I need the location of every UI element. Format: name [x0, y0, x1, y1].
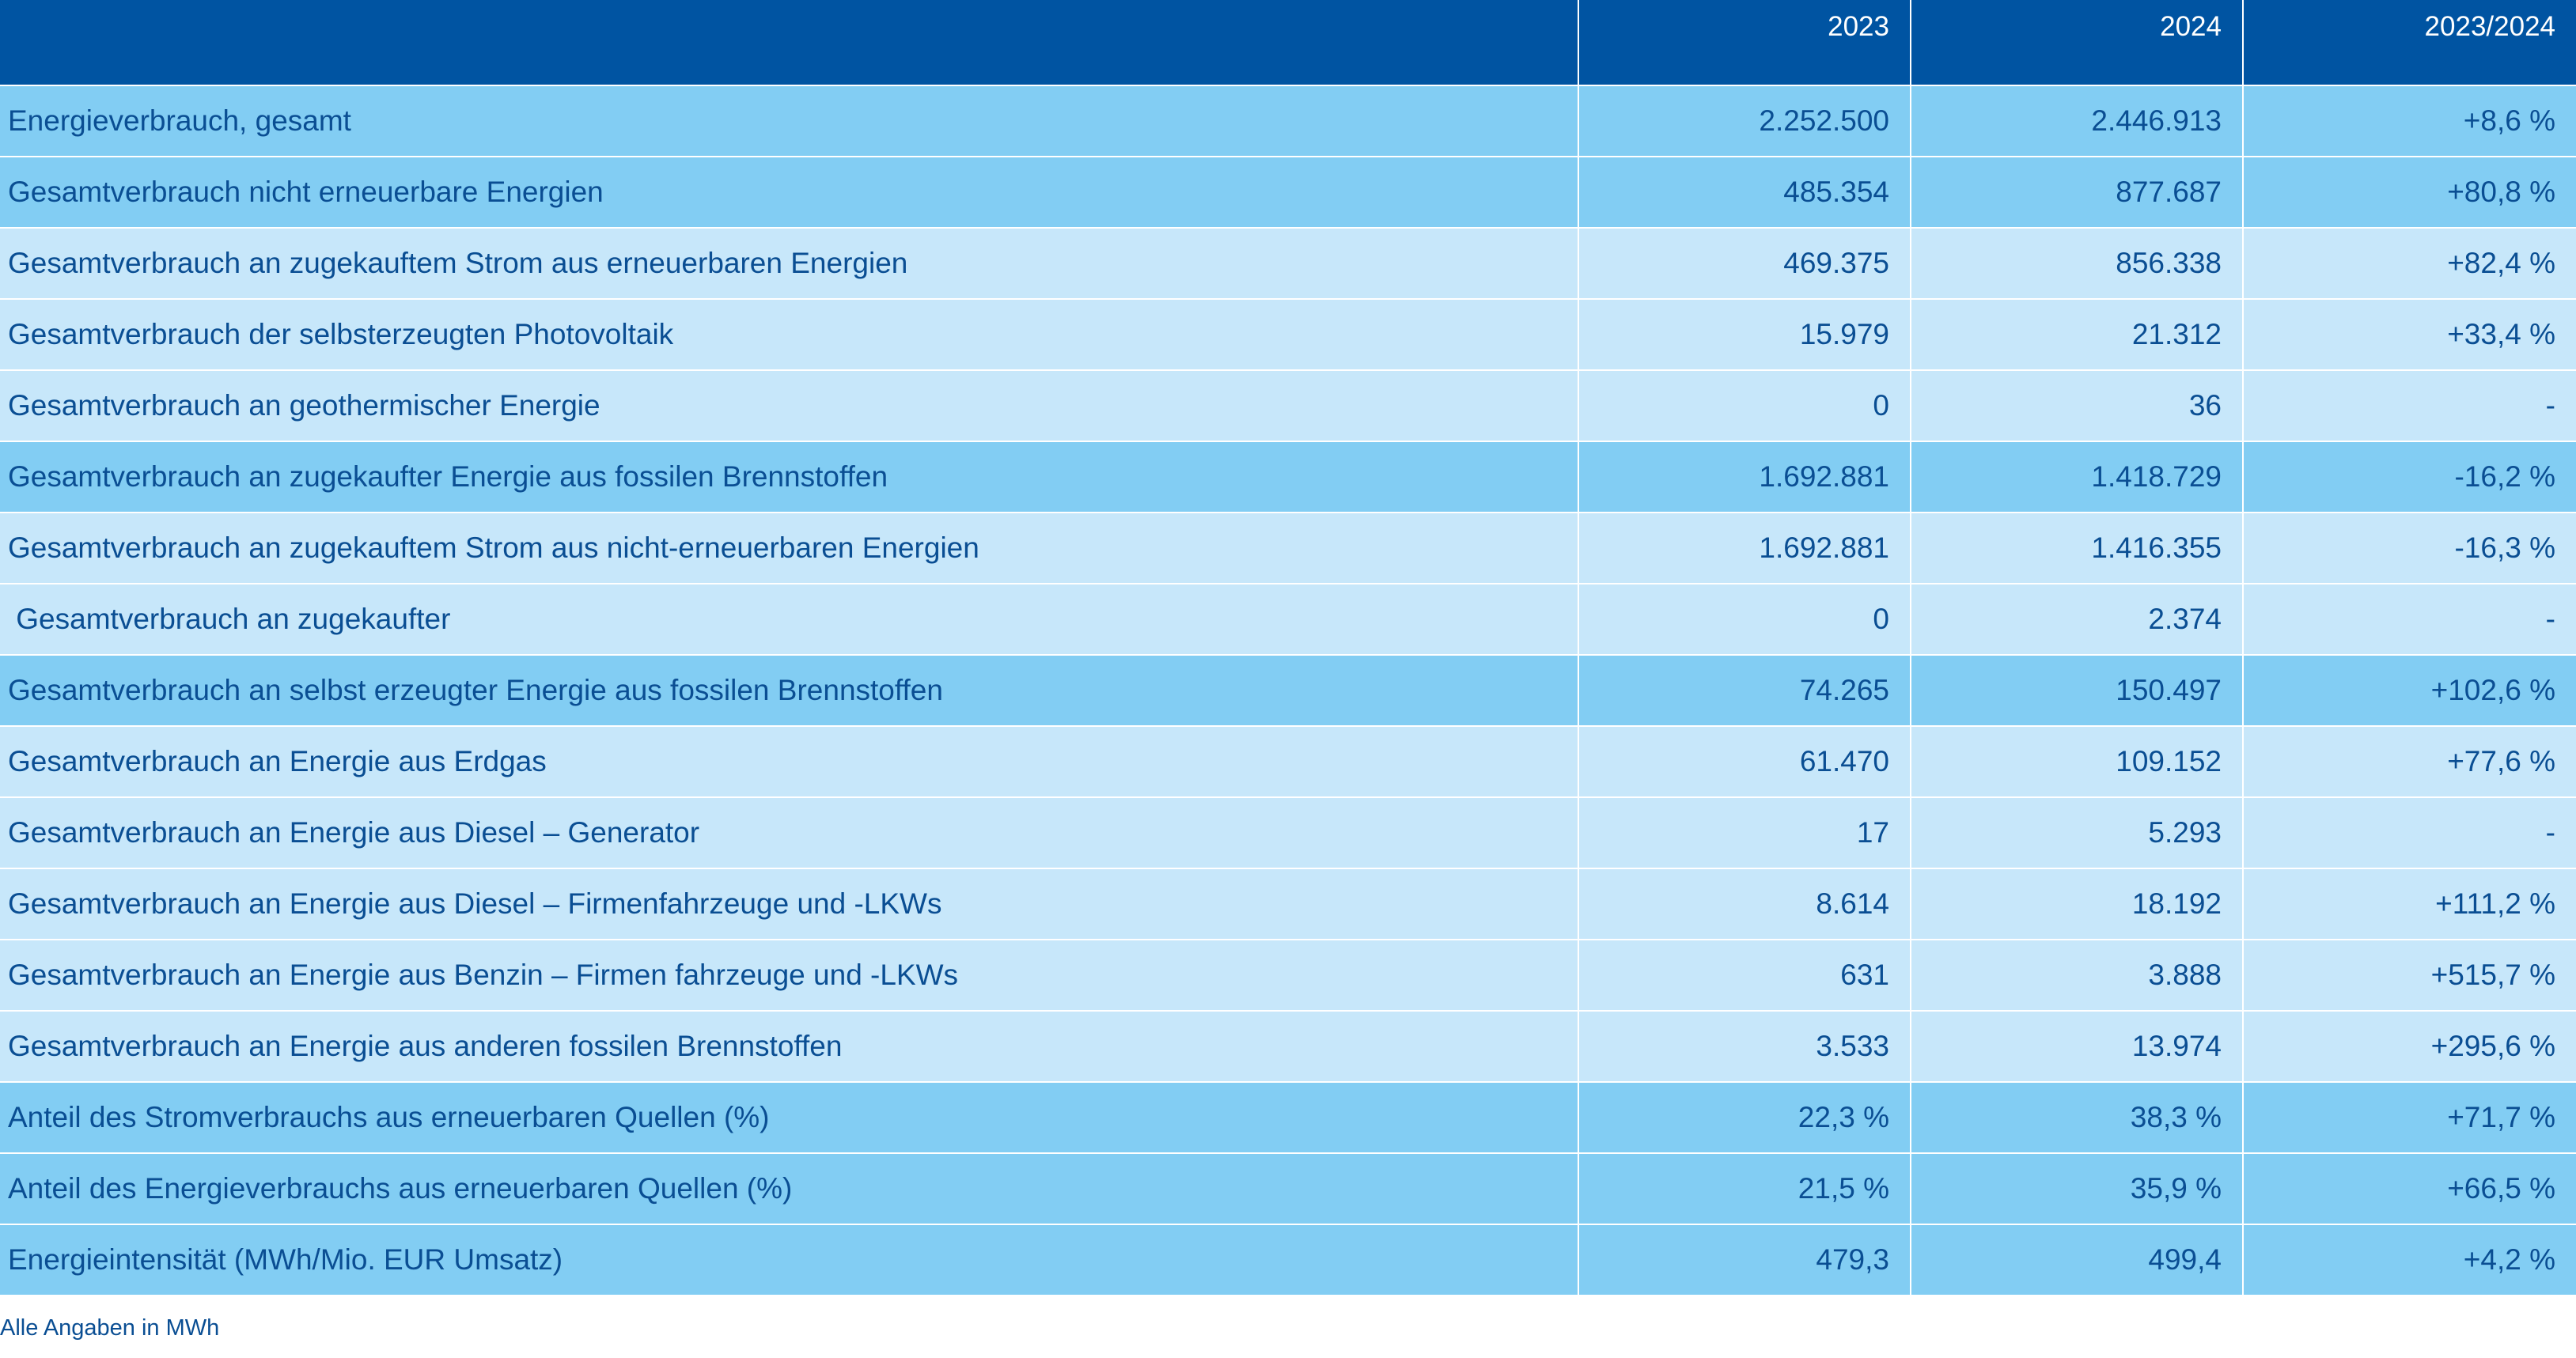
table-row: Gesamtverbrauch an Energie aus Diesel – … [0, 797, 2576, 869]
table-row: Energieintensität (MWh/Mio. EUR Umsatz) … [0, 1224, 2576, 1296]
value-change: +4,2 % [2243, 1224, 2576, 1296]
value-2024: 856.338 [1911, 228, 2244, 300]
value-change: +82,4 % [2243, 228, 2576, 300]
value-2024: 2.374 [1911, 584, 2244, 656]
row-label: Gesamtverbrauch an Energie aus Diesel – … [0, 797, 1579, 869]
value-2024: 35,9 % [1911, 1153, 2244, 1225]
value-2024: 18.192 [1911, 868, 2244, 940]
value-2023: 61.470 [1578, 726, 1911, 798]
header-change: 2023/2024 [2243, 0, 2576, 86]
value-2024: 21.312 [1911, 299, 2244, 371]
table-row: Gesamtverbrauch an zugekaufter Energie a… [0, 441, 2576, 513]
value-change: +71,7 % [2243, 1082, 2576, 1154]
value-change: +111,2 % [2243, 868, 2576, 940]
value-2024: 877.687 [1911, 157, 2244, 229]
value-2024: 38,3 % [1911, 1082, 2244, 1154]
value-2024: 499,4 [1911, 1224, 2244, 1296]
value-change: +77,6 % [2243, 726, 2576, 798]
value-2023: 469.375 [1578, 228, 1911, 300]
row-label: Gesamtverbrauch an geothermischer Energi… [0, 370, 1579, 442]
value-2023: 17 [1578, 797, 1911, 869]
row-label: Gesamtverbrauch an zugekauftem Strom aus… [0, 513, 1579, 584]
value-2023: 479,3 [1578, 1224, 1911, 1296]
value-2023: 22,3 % [1578, 1082, 1911, 1154]
value-change: +80,8 % [2243, 157, 2576, 229]
row-label: Anteil des Stromverbrauchs aus erneuerba… [0, 1082, 1579, 1154]
row-label: Gesamtverbrauch an Energie aus anderen f… [0, 1011, 1579, 1083]
value-2023: 1.692.881 [1578, 513, 1911, 584]
value-2024: 36 [1911, 370, 2244, 442]
table-row: Gesamtverbrauch nicht erneuerbare Energi… [0, 157, 2576, 229]
table-header-row: 2023 2024 2023/2024 [0, 0, 2576, 86]
value-change: - [2243, 797, 2576, 869]
value-2023: 15.979 [1578, 299, 1911, 371]
value-2023: 2.252.500 [1578, 85, 1911, 157]
table-row: Gesamtverbrauch an zugekaufter 0 2.374 - [0, 584, 2576, 656]
value-2024: 5.293 [1911, 797, 2244, 869]
value-change: +66,5 % [2243, 1153, 2576, 1225]
value-2024: 13.974 [1911, 1011, 2244, 1083]
row-label: Gesamtverbrauch an Energie aus Diesel – … [0, 868, 1579, 940]
value-2023: 0 [1578, 584, 1911, 656]
value-change: -16,3 % [2243, 513, 2576, 584]
value-change: +33,4 % [2243, 299, 2576, 371]
row-label: Gesamtverbrauch an zugekaufter [0, 584, 1579, 656]
value-2023: 485.354 [1578, 157, 1911, 229]
row-label: Gesamtverbrauch der selbsterzeugten Phot… [0, 299, 1579, 371]
table-row: Gesamtverbrauch an Energie aus Benzin – … [0, 940, 2576, 1012]
row-label: Anteil des Energieverbrauchs aus erneuer… [0, 1153, 1579, 1225]
value-2023: 0 [1578, 370, 1911, 442]
value-2023: 631 [1578, 940, 1911, 1012]
value-2024: 3.888 [1911, 940, 2244, 1012]
row-label: Energieverbrauch, gesamt [0, 85, 1579, 157]
row-label: Gesamtverbrauch an selbst erzeugter Ener… [0, 655, 1579, 727]
table-row: Gesamtverbrauch an Energie aus Erdgas 61… [0, 726, 2576, 798]
header-2024: 2024 [1911, 0, 2244, 86]
value-2023: 21,5 % [1578, 1153, 1911, 1225]
value-2023: 3.533 [1578, 1011, 1911, 1083]
value-2024: 109.152 [1911, 726, 2244, 798]
table-row: Anteil des Stromverbrauchs aus erneuerba… [0, 1082, 2576, 1154]
table-row: Gesamtverbrauch an geothermischer Energi… [0, 370, 2576, 442]
value-change: - [2243, 584, 2576, 656]
header-label [0, 0, 1579, 86]
table-row: Gesamtverbrauch an zugekauftem Strom aus… [0, 513, 2576, 584]
value-change: +8,6 % [2243, 85, 2576, 157]
value-change: - [2243, 370, 2576, 442]
value-change: +102,6 % [2243, 655, 2576, 727]
row-label: Gesamtverbrauch nicht erneuerbare Energi… [0, 157, 1579, 229]
value-change: +295,6 % [2243, 1011, 2576, 1083]
row-label: Energieintensität (MWh/Mio. EUR Umsatz) [0, 1224, 1579, 1296]
value-2024: 1.416.355 [1911, 513, 2244, 584]
value-2023: 8.614 [1578, 868, 1911, 940]
row-label: Gesamtverbrauch an Energie aus Erdgas [0, 726, 1579, 798]
table-row: Gesamtverbrauch an Energie aus anderen f… [0, 1011, 2576, 1083]
row-label: Gesamtverbrauch an zugekaufter Energie a… [0, 441, 1579, 513]
table-row: Gesamtverbrauch an selbst erzeugter Ener… [0, 655, 2576, 727]
row-label: Gesamtverbrauch an zugekauftem Strom aus… [0, 228, 1579, 300]
table-row: Gesamtverbrauch der selbsterzeugten Phot… [0, 299, 2576, 371]
value-2023: 1.692.881 [1578, 441, 1911, 513]
row-label: Gesamtverbrauch an Energie aus Benzin – … [0, 940, 1579, 1012]
table-row: Anteil des Energieverbrauchs aus erneuer… [0, 1153, 2576, 1225]
table-row: Gesamtverbrauch an Energie aus Diesel – … [0, 868, 2576, 940]
value-change: +515,7 % [2243, 940, 2576, 1012]
value-2024: 2.446.913 [1911, 85, 2244, 157]
value-2023: 74.265 [1578, 655, 1911, 727]
value-2024: 150.497 [1911, 655, 2244, 727]
value-2024: 1.418.729 [1911, 441, 2244, 513]
table-body: Energieverbrauch, gesamt 2.252.500 2.446… [0, 85, 2576, 1296]
energy-table: 2023 2024 2023/2024 Energieverbrauch, ge… [0, 0, 2576, 1296]
header-2023: 2023 [1578, 0, 1911, 86]
table-row: Energieverbrauch, gesamt 2.252.500 2.446… [0, 85, 2576, 157]
table-row: Gesamtverbrauch an zugekauftem Strom aus… [0, 228, 2576, 300]
value-change: -16,2 % [2243, 441, 2576, 513]
footnote: Alle Angaben in MWh [0, 1315, 220, 1341]
